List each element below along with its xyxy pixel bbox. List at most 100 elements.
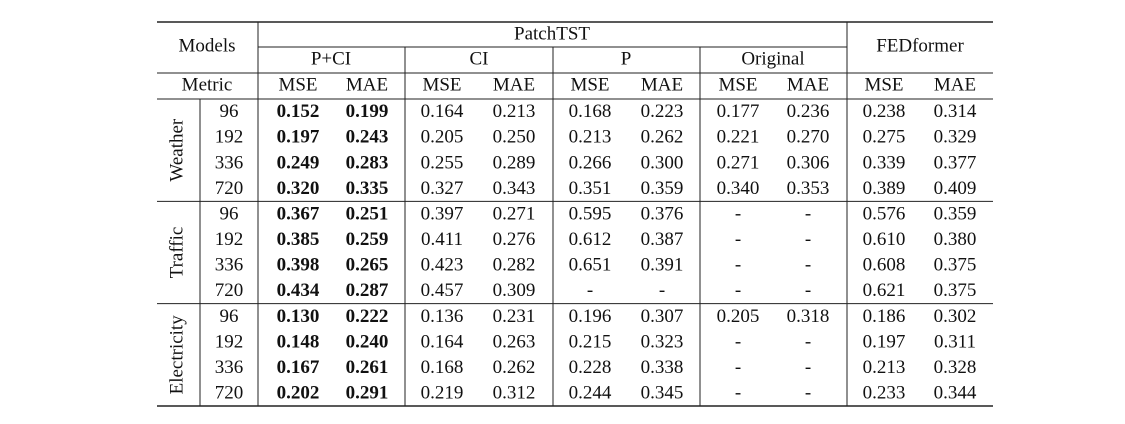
metric-label: MAE [934,74,976,95]
metric-label: MSE [864,74,903,95]
metric-label: MAE [493,74,535,95]
cell-value: 0.223 [641,101,684,122]
cell-value: 0.177 [717,101,760,122]
cell-value: 0.608 [863,255,906,276]
cell-value: 0.375 [934,255,977,276]
cell-value: 0.323 [641,331,684,352]
cell-value: 0.197 [863,331,906,352]
cell-value: 0.213 [493,101,536,122]
cell-value: - [735,255,741,276]
metric-label: MSE [570,74,609,95]
cell-value: 0.423 [421,255,464,276]
cell-value: 0.213 [863,357,906,378]
cell-value: 0.276 [493,229,536,250]
cell-value: 0.398 [277,255,320,276]
cell-value: - [659,280,665,301]
cell-value: - [735,229,741,250]
cell-value: 0.339 [863,152,906,173]
cell-value: 0.271 [493,203,536,224]
cell-value: 0.318 [787,306,830,327]
cell-value: 0.130 [277,306,320,327]
cell-value: - [735,357,741,378]
cell-value: 0.385 [277,229,320,250]
models-header: Models [179,35,236,56]
cell-value: 0.344 [934,383,977,404]
cell-value: 0.199 [346,101,389,122]
cell-value: 0.202 [277,383,320,404]
cell-value: 0.270 [787,127,830,148]
cell-value: 0.205 [421,127,464,148]
cell-value: 0.340 [717,178,760,199]
cell-value: 0.359 [641,178,684,199]
cell-value: 0.391 [641,255,684,276]
cell-value: 0.434 [277,280,320,301]
cell-value: 0.291 [346,383,389,404]
variant-header: P+CI [311,48,351,69]
cell-value: 0.263 [493,331,536,352]
metric-header: Metric [182,74,233,95]
cell-value: 0.213 [569,127,612,148]
cell-value: 0.249 [277,152,320,173]
cell-value: 0.261 [346,357,389,378]
cell-value: 0.612 [569,229,612,250]
cell-value: 0.152 [277,101,320,122]
metric-label: MSE [422,74,461,95]
variant-header: Original [741,48,804,69]
cell-value: 0.335 [346,178,389,199]
dataset-label: Electricity [166,315,187,395]
cell-value: 0.377 [934,152,977,173]
cell-value: - [805,383,811,404]
horizon: 720 [215,178,244,199]
cell-value: 0.164 [421,331,464,352]
cell-value: - [587,280,593,301]
cell-value: 0.576 [863,203,906,224]
cell-value: 0.343 [493,178,536,199]
cell-value: 0.397 [421,203,464,224]
horizon: 192 [215,229,244,250]
cell-value: 0.409 [934,178,977,199]
cell-value: 0.168 [569,101,612,122]
cell-value: - [805,255,811,276]
cell-value: - [805,331,811,352]
cell-value: 0.367 [277,203,320,224]
cell-value: 0.387 [641,229,684,250]
cell-value: 0.610 [863,229,906,250]
cell-value: 0.376 [641,203,684,224]
cell-value: - [805,280,811,301]
cell-value: 0.287 [346,280,389,301]
cell-value: 0.266 [569,152,612,173]
cell-value: 0.240 [346,331,389,352]
cell-value: 0.338 [641,357,684,378]
cell-value: 0.238 [863,101,906,122]
cell-value: 0.231 [493,306,536,327]
cell-value: 0.275 [863,127,906,148]
cell-value: - [805,203,811,224]
cell-value: 0.389 [863,178,906,199]
cell-value: 0.306 [787,152,830,173]
metric-label: MAE [787,74,829,95]
cell-value: 0.312 [493,383,536,404]
cell-value: 0.307 [641,306,684,327]
cell-value: 0.251 [346,203,389,224]
cell-value: - [735,280,741,301]
cell-value: 0.259 [346,229,389,250]
cell-value: 0.300 [641,152,684,173]
cell-value: 0.329 [934,127,977,148]
patchtst-header: PatchTST [514,23,590,44]
cell-value: 0.221 [717,127,760,148]
cell-value: 0.351 [569,178,612,199]
horizon: 720 [215,383,244,404]
cell-value: 0.411 [421,229,463,250]
cell-value: - [805,229,811,250]
horizon: 96 [220,101,239,122]
metric-label: MAE [346,74,388,95]
cell-value: 0.236 [787,101,830,122]
horizon: 96 [220,203,239,224]
horizon: 336 [215,255,244,276]
cell-value: - [735,203,741,224]
cell-value: 0.283 [346,152,389,173]
cell-value: 0.328 [934,357,977,378]
cell-value: 0.359 [934,203,977,224]
metric-label: MAE [641,74,683,95]
